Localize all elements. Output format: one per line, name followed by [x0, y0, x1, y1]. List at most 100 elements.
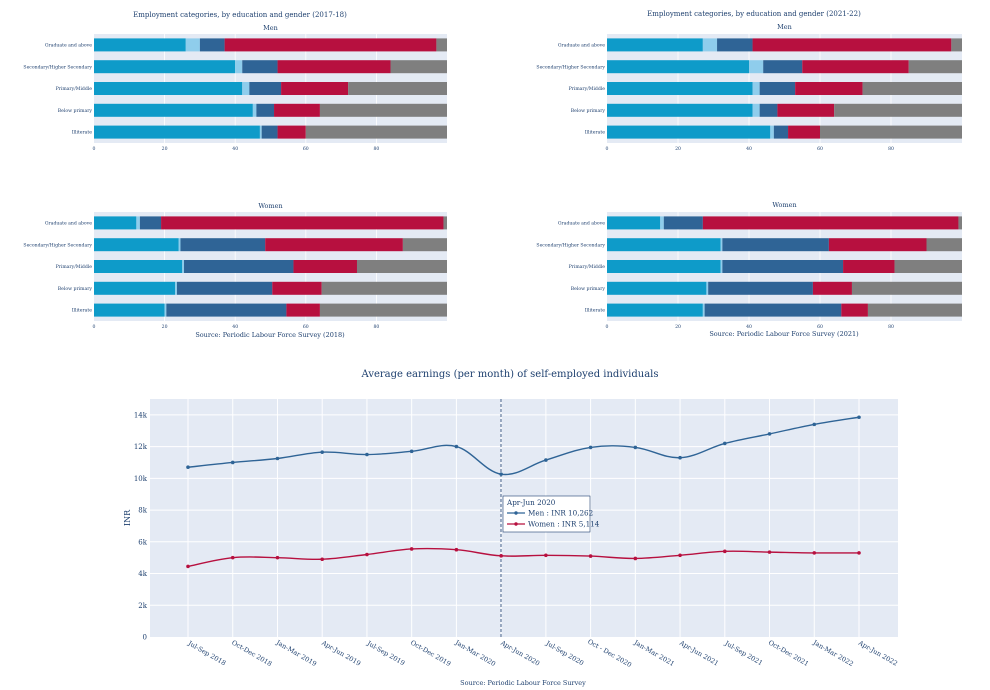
bar-segment-1[interactable]	[94, 125, 260, 139]
bar-segment-1[interactable]	[607, 281, 707, 295]
bar-segment-1[interactable]	[94, 238, 179, 252]
data-point-men[interactable]	[320, 450, 325, 454]
bar-segment-2[interactable]	[752, 82, 760, 95]
bar-segment-1[interactable]	[607, 125, 771, 139]
bar-segment-4[interactable]	[274, 103, 320, 117]
bar-segment-5[interactable]	[867, 303, 962, 317]
bar-segment-2[interactable]	[164, 303, 167, 317]
bar-segment-3[interactable]	[759, 82, 796, 95]
data-point-women[interactable]	[186, 564, 190, 569]
bar-segment-4[interactable]	[777, 103, 835, 117]
data-point-women[interactable]	[499, 554, 503, 558]
bar-segment-4[interactable]	[277, 125, 306, 139]
bar-segment-3[interactable]	[704, 303, 842, 317]
bar-segment-2[interactable]	[235, 60, 243, 74]
bar-segment-5[interactable]	[820, 125, 962, 139]
bar-segment-2[interactable]	[259, 125, 262, 139]
bar-segment-2[interactable]	[660, 216, 664, 230]
data-point-women[interactable]	[857, 551, 861, 555]
bar-segment-4[interactable]	[802, 60, 909, 74]
bar-segment-4[interactable]	[281, 82, 349, 95]
data-point-women[interactable]	[275, 555, 280, 560]
bar-segment-5[interactable]	[834, 103, 962, 117]
data-point-men[interactable]	[633, 445, 638, 450]
bar-segment-1[interactable]	[94, 38, 186, 52]
bar-segment-1[interactable]	[94, 216, 137, 230]
bar-segment-2[interactable]	[185, 38, 200, 52]
series-line-men[interactable]	[187, 416, 860, 476]
bar-segment-5[interactable]	[443, 216, 447, 230]
data-point-women[interactable]	[320, 557, 325, 562]
bar-segment-1[interactable]	[94, 103, 253, 117]
bar-segment-5[interactable]	[356, 260, 447, 273]
bar-segment-5[interactable]	[862, 82, 962, 95]
bar-segment-3[interactable]	[166, 303, 287, 317]
bar-segment-5[interactable]	[319, 303, 447, 317]
bar-segment-2[interactable]	[752, 103, 760, 117]
data-point-women[interactable]	[633, 556, 638, 561]
bar-segment-1[interactable]	[607, 260, 721, 273]
data-point-men[interactable]	[812, 422, 817, 427]
bar-segment-3[interactable]	[663, 216, 703, 230]
data-point-men[interactable]	[544, 458, 548, 462]
bar-segment-1[interactable]	[607, 60, 749, 74]
bar-segment-2[interactable]	[706, 281, 709, 295]
bar-segment-5[interactable]	[851, 281, 962, 295]
data-point-women[interactable]	[544, 553, 548, 558]
bar-segment-2[interactable]	[720, 238, 723, 252]
bar-segment-5[interactable]	[908, 60, 962, 74]
data-point-men[interactable]	[186, 465, 190, 470]
bar-segment-3[interactable]	[759, 103, 778, 117]
data-point-women[interactable]	[767, 550, 772, 554]
data-point-men[interactable]	[454, 444, 459, 449]
bar-segment-4[interactable]	[812, 281, 852, 295]
data-point-women[interactable]	[588, 554, 593, 558]
bar-segment-3[interactable]	[199, 38, 225, 52]
data-point-men[interactable]	[230, 460, 235, 465]
bar-segment-2[interactable]	[182, 260, 185, 273]
bar-segment-3[interactable]	[256, 103, 275, 117]
bar-segment-5[interactable]	[402, 238, 447, 252]
data-point-men[interactable]	[857, 415, 861, 420]
bar-segment-2[interactable]	[720, 260, 723, 273]
bar-segment-4[interactable]	[795, 82, 863, 95]
bar-segment-3[interactable]	[139, 216, 162, 230]
data-point-men[interactable]	[409, 449, 414, 454]
bar-segment-3[interactable]	[722, 238, 829, 252]
bar-segment-3[interactable]	[261, 125, 278, 139]
bar-segment-3[interactable]	[717, 38, 753, 52]
data-point-men[interactable]	[723, 441, 727, 446]
data-point-women[interactable]	[812, 551, 817, 555]
bar-segment-2[interactable]	[770, 125, 774, 139]
bar-segment-1[interactable]	[94, 60, 236, 74]
data-point-women[interactable]	[723, 549, 727, 554]
bar-segment-4[interactable]	[272, 281, 322, 295]
data-point-men[interactable]	[499, 472, 503, 476]
data-point-women[interactable]	[678, 553, 682, 558]
bar-segment-3[interactable]	[184, 260, 294, 273]
bar-segment-4[interactable]	[843, 260, 895, 273]
bar-segment-4[interactable]	[828, 238, 927, 252]
bar-segment-4[interactable]	[293, 260, 357, 273]
bar-segment-1[interactable]	[607, 303, 703, 317]
bar-segment-5[interactable]	[305, 125, 447, 139]
bar-segment-4[interactable]	[841, 303, 868, 317]
bar-segment-5[interactable]	[958, 216, 962, 230]
data-point-men[interactable]	[365, 452, 369, 457]
bar-segment-5[interactable]	[436, 38, 447, 52]
bar-segment-1[interactable]	[607, 238, 721, 252]
bar-segment-2[interactable]	[136, 216, 140, 230]
data-point-men[interactable]	[767, 432, 772, 436]
bar-segment-2[interactable]	[175, 281, 177, 295]
data-point-men[interactable]	[275, 456, 280, 461]
bar-segment-4[interactable]	[265, 238, 403, 252]
bar-segment-1[interactable]	[94, 281, 176, 295]
bar-segment-5[interactable]	[951, 38, 962, 52]
bar-segment-1[interactable]	[607, 216, 661, 230]
bar-segment-1[interactable]	[607, 82, 753, 95]
bar-segment-3[interactable]	[176, 281, 273, 295]
bar-segment-1[interactable]	[607, 38, 703, 52]
bar-segment-3[interactable]	[249, 82, 282, 95]
bar-segment-3[interactable]	[763, 60, 803, 74]
bar-segment-3[interactable]	[242, 60, 278, 74]
